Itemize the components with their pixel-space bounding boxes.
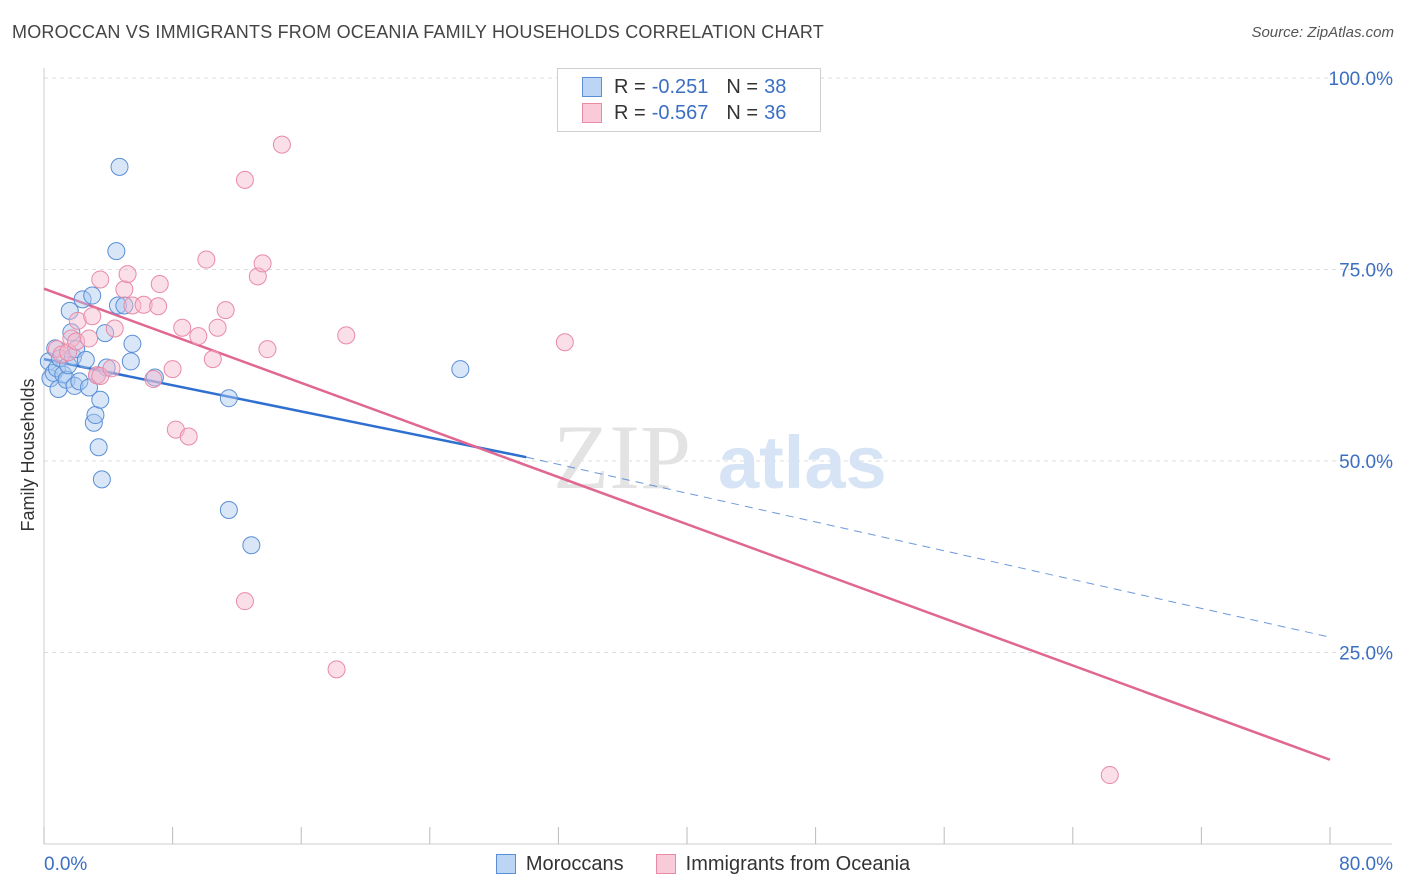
stats-legend: R = -0.251 N = 38 R = -0.567 N = 36 [557,68,821,132]
y-tick-label: 50.0% [1339,452,1393,473]
moroccans-points [39,157,470,555]
legend-swatch-blue [582,77,602,97]
moroccans-point [86,406,105,425]
legend-row-oceania: R = -0.567 N = 36 [582,101,786,125]
x-tick-label-min: 0.0% [44,854,87,875]
moroccans-point [219,389,238,408]
moroccans-point [451,360,470,379]
moroccans-point [242,536,261,555]
oceania-point [216,301,235,320]
oceania-point [1100,766,1119,785]
oceania-point [83,307,102,326]
oceania-point [163,360,182,379]
oceania-point [80,329,99,348]
y-tick-label: 25.0% [1339,644,1393,665]
oceania-points [47,135,1119,785]
legend-swatch-pink [655,854,676,874]
oceania-point [235,170,254,189]
moroccans-point [108,296,127,315]
legend-label-moroccans: Moroccans [525,852,624,875]
legend-n-value: 38 [764,75,787,98]
moroccans-point [121,352,140,371]
legend-label-oceania: Immigrants from Oceania [685,852,911,875]
grid-lines [44,77,1392,653]
oceania-point [102,359,121,378]
legend-r-value: -0.251 [651,75,709,98]
oceania-point [253,254,272,273]
oceania-point [62,329,81,348]
moroccans-trend-solid [43,357,527,459]
oceania-point [173,318,192,337]
legend-n-value: 36 [764,101,787,124]
moroccans-point [123,334,142,353]
source-label: Source: ZipAtlas.com [1251,24,1394,41]
x-tick-label-max: 80.0% [1339,854,1393,875]
y-tick-labels: 25.0% 50.0% 75.0% 100.0% [1329,69,1394,665]
y-axis-label: Family Households [18,378,38,531]
moroccans-point [59,356,78,375]
oceania-point [115,280,134,299]
watermark: ZIP atlas [553,406,887,508]
legend-item-moroccans[interactable]: Moroccans [495,852,624,876]
legend-n-label: N = [726,101,759,124]
moroccans-point [70,372,89,391]
moroccans-point [84,413,103,432]
axes [43,68,1392,845]
moroccans-point [107,242,126,261]
moroccans-point [83,286,102,305]
series-legend: Moroccans Immigrants from Oceania [0,852,1406,876]
legend-swatch-pink [582,103,602,123]
legend-r-value: -0.567 [651,101,709,124]
moroccans-point [92,470,111,489]
watermark-atlas: atlas [718,421,887,504]
moroccans-point [91,390,110,409]
moroccans-point [96,324,115,343]
oceania-point [68,311,87,330]
y-tick-label: 100.0% [1329,69,1394,90]
moroccans-trend-dashed [526,456,1331,638]
oceania-point [105,319,124,338]
oceania-point [149,297,168,316]
oceania-point [134,295,153,314]
legend-r-label: R = [614,101,646,124]
oceania-point [118,265,137,284]
oceania-point [327,660,346,679]
legend-swatch-blue [495,854,516,874]
oceania-point [208,318,227,337]
oceania-point [47,340,66,359]
oceania-point [235,592,254,611]
chart-title: MOROCCAN VS IMMIGRANTS FROM OCEANIA FAMI… [12,22,824,42]
legend-item-oceania[interactable]: Immigrants from Oceania [655,852,911,876]
moroccans-point [54,365,73,384]
oceania-point [258,340,277,359]
watermark-zip: ZIP [553,406,691,508]
oceania-point [272,135,291,154]
legend-r-label: R = [614,75,646,98]
oceania-point [197,250,216,269]
moroccans-point [73,290,92,309]
legend-n-label: N = [726,75,759,98]
moroccans-point [110,157,129,176]
moroccans-point [219,501,238,520]
oceania-point [337,326,356,345]
moroccans-point [89,438,108,457]
legend-row-moroccans: R = -0.251 N = 38 [582,75,786,99]
oceania-point [189,327,208,346]
x-tick-labels: 0.0% 80.0% [44,854,1393,875]
oceania-point [150,275,169,294]
oceania-point [179,427,198,446]
moroccans-point [76,350,95,369]
oceania-point [555,333,574,352]
oceania-trend-line [43,287,1331,761]
oceania-point [144,370,163,389]
oceania-point [203,350,222,369]
moroccans-point [62,323,81,342]
trend-lines [43,287,1331,761]
oceania-point [91,270,110,289]
y-tick-label: 75.0% [1339,261,1393,282]
